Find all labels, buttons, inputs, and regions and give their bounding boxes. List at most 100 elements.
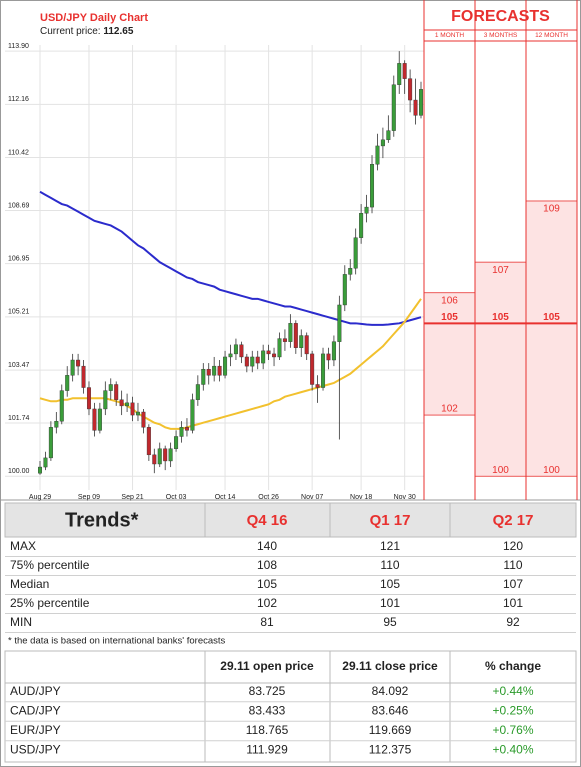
candle-body	[141, 411, 146, 428]
y-tick-label: 100.00	[8, 468, 30, 475]
candle-body	[375, 145, 380, 165]
trends-value: 120	[503, 539, 523, 553]
trends-value: 105	[380, 577, 400, 591]
trends-title: Trends*	[65, 509, 139, 531]
trends-column: Q4 16	[247, 512, 288, 529]
current-price-value: 112.65	[103, 26, 133, 37]
prices-column: 29.11 close price	[342, 659, 438, 673]
trends-value: 101	[380, 596, 400, 610]
candle-body	[408, 78, 413, 101]
y-tick-label: 110.42	[8, 149, 29, 156]
candle-body	[386, 130, 391, 141]
candle-body	[223, 356, 228, 376]
candle-body	[342, 274, 347, 306]
moving-average	[39, 190, 422, 326]
candle-body	[179, 427, 184, 437]
candle-body	[103, 390, 108, 410]
candle-body	[212, 365, 217, 376]
y-tick-label: 112.16	[8, 96, 29, 103]
forecast-low: 100	[543, 465, 560, 476]
prices-table-border	[4, 650, 577, 763]
y-tick-label: 105.21	[8, 309, 30, 316]
candle-body	[92, 408, 97, 431]
candle-body	[228, 353, 233, 358]
trends-value: 105	[257, 577, 277, 591]
candle-body	[81, 365, 86, 388]
candle-body	[364, 206, 369, 214]
candle-body	[97, 408, 102, 431]
x-tick-label: Sep 21	[121, 494, 143, 501]
trends-value: 110	[503, 558, 522, 572]
forecast-median-label: 105	[441, 312, 458, 323]
candle-body	[255, 356, 260, 364]
y-tick-label: 113.90	[8, 43, 29, 50]
price-cell: 118.765	[246, 723, 289, 737]
trends-row-label: MAX	[10, 539, 36, 553]
candle-body	[114, 384, 119, 400]
candle-body	[217, 365, 222, 376]
price-cell: 119.669	[369, 723, 412, 737]
candle-body	[337, 304, 342, 342]
candle-body	[135, 411, 140, 416]
current-price: Current price: 112.65	[40, 26, 134, 37]
x-tick-label: Nov 18	[350, 494, 372, 501]
forecast-title: FORECASTS	[451, 8, 550, 25]
forecast-low: 100	[492, 465, 509, 476]
forecast-low: 102	[441, 404, 458, 415]
candle-body	[304, 335, 309, 355]
candle-body	[391, 84, 396, 131]
candle-body	[190, 399, 195, 431]
forecast-high: 109	[543, 204, 560, 215]
forecast-column-label: 3 MONTHS	[484, 32, 518, 39]
pair-label: AUD/JPY	[10, 684, 61, 698]
pair-label: EUR/JPY	[10, 723, 61, 737]
trends-value: 110	[380, 558, 399, 572]
candle-body	[43, 457, 48, 468]
x-tick-label: Oct 14	[215, 494, 236, 501]
candle-body	[277, 338, 282, 358]
forecast-median-label: 105	[492, 312, 509, 323]
pair-label: USD/JPY	[10, 743, 61, 757]
trends-row-label: Median	[10, 577, 49, 591]
candle-body	[130, 402, 135, 416]
x-tick-label: Oct 26	[258, 494, 279, 501]
trends-value: 92	[506, 615, 520, 629]
candle-body	[370, 164, 375, 208]
price-cell: +0.40%	[492, 743, 533, 757]
candle-body	[419, 89, 424, 116]
candle-body	[299, 335, 304, 348]
trends-value: 108	[257, 558, 277, 572]
forecast-range	[525, 200, 578, 477]
y-tick-label: 108.69	[8, 202, 30, 209]
candle-body	[86, 387, 91, 410]
candle-body	[168, 448, 173, 462]
candle-body	[266, 350, 271, 355]
candle-body	[239, 344, 244, 358]
x-tick-label: Oct 03	[166, 494, 187, 501]
price-cell: +0.44%	[492, 684, 533, 698]
candle-body	[38, 466, 43, 474]
candle-body	[315, 384, 320, 388]
candle-body	[233, 344, 238, 355]
chart-title: USD/JPY Daily Chart	[40, 12, 148, 24]
trends-row-label: 75% percentile	[10, 558, 90, 572]
candle-body	[413, 99, 418, 116]
candle-body	[326, 353, 331, 361]
trends-column: Q2 17	[493, 512, 534, 529]
forecast-range	[474, 261, 527, 477]
candle-body	[331, 341, 336, 361]
candle-body	[54, 420, 59, 428]
prices-column: % change	[485, 659, 541, 673]
y-tick-label: 106.95	[8, 256, 30, 263]
price-cell: 83.433	[249, 704, 286, 718]
price-cell: 112.375	[369, 743, 412, 757]
candle-body	[261, 350, 266, 364]
candle-body	[206, 368, 211, 376]
x-tick-label: Nov 30	[394, 494, 416, 501]
candle-body	[282, 338, 287, 342]
trends-value: 81	[260, 615, 274, 629]
prices-column: 29.11 open price	[220, 659, 314, 673]
candle-body	[244, 356, 249, 367]
candle-body	[272, 353, 277, 358]
candle-body	[353, 237, 358, 269]
